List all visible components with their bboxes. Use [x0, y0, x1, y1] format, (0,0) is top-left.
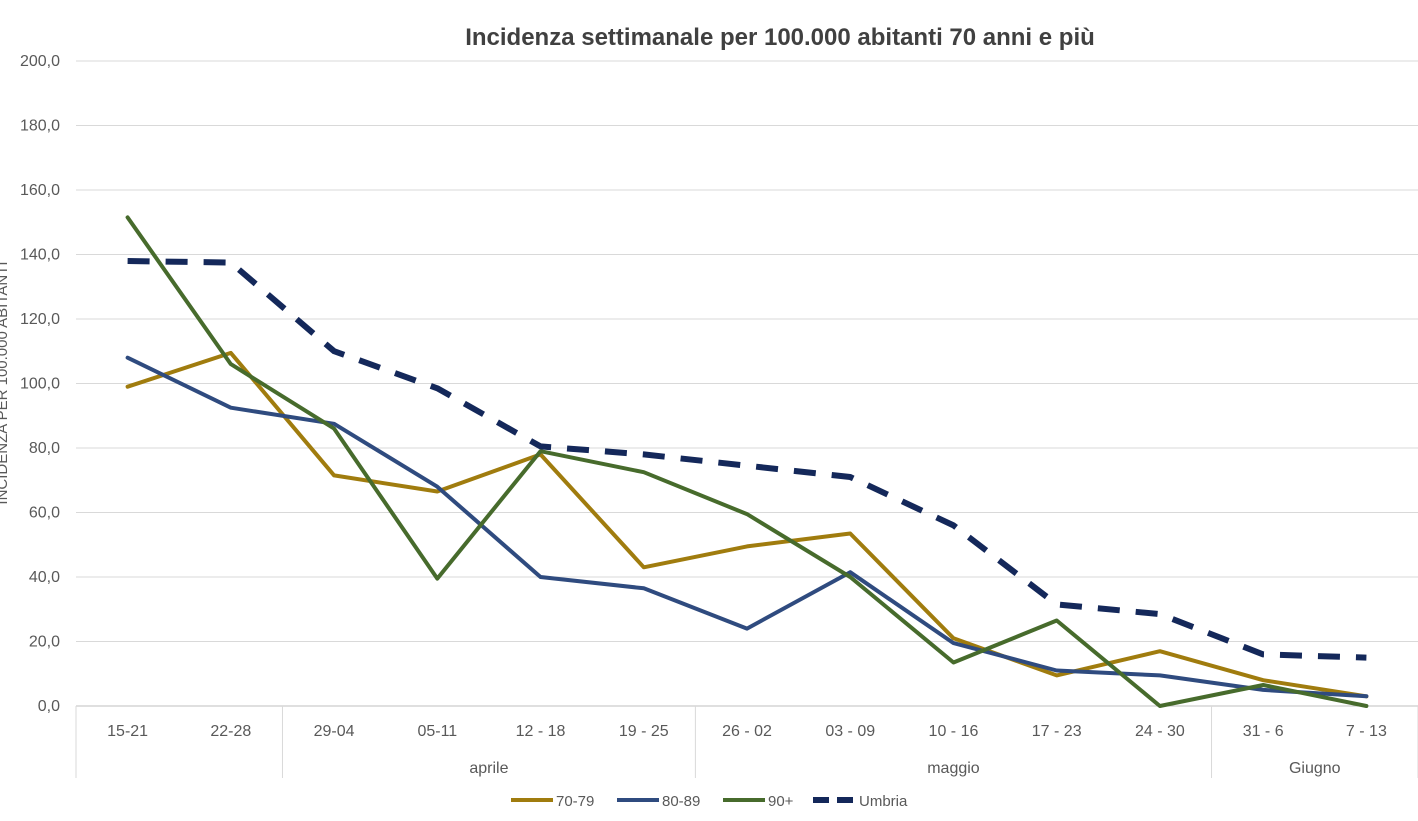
month-label: maggio [927, 760, 980, 777]
x-tick-label: 03 - 09 [825, 723, 875, 740]
y-tick-label: 60,0 [29, 505, 60, 522]
legend-label: 90+ [768, 793, 794, 810]
series-line-umbria [127, 258, 1367, 661]
x-tick-label: 22-28 [210, 723, 251, 740]
y-tick-label: 40,0 [29, 569, 60, 586]
x-tick-label: 26 - 02 [722, 723, 772, 740]
x-tick-label: 05-11 [417, 723, 457, 740]
series-line-70-79 [125, 350, 1369, 699]
legend: 70-79 80-89 90+ Umbria [511, 793, 908, 810]
gridlines [76, 60, 1418, 707]
x-tick-label: 31 - 6 [1243, 723, 1284, 740]
month-label: Giugno [1289, 760, 1341, 777]
month-label: aprile [469, 760, 508, 777]
y-tick-label: 80,0 [29, 440, 60, 457]
x-tick-label: 29-04 [314, 723, 355, 740]
y-tick-label: 120,0 [20, 311, 60, 328]
x-tick-label: 15-21 [107, 723, 148, 740]
x-tick-label: 7 - 13 [1346, 723, 1387, 740]
y-tick-label: 140,0 [20, 247, 60, 264]
y-tick-label: 0,0 [38, 698, 60, 715]
series-line-80-89 [125, 355, 1369, 699]
y-tick-label: 20,0 [29, 634, 60, 651]
x-tick-label: 10 - 16 [929, 723, 979, 740]
legend-label: 80-89 [662, 793, 700, 810]
series-line-90- [125, 215, 1369, 708]
y-tick-label: 180,0 [20, 118, 60, 135]
x-tick-label: 24 - 30 [1135, 723, 1185, 740]
y-axis-label: INCIDENZA PER 100.000 ABITANTI [0, 261, 11, 504]
y-tick-label: 200,0 [20, 53, 60, 70]
y-tick-label: 100,0 [20, 376, 60, 393]
x-tick-label: 19 - 25 [619, 723, 669, 740]
x-tick-label: 12 - 18 [516, 723, 566, 740]
legend-label: Umbria [859, 793, 908, 810]
y-tick-label: 160,0 [20, 182, 60, 199]
series-lines [125, 215, 1369, 708]
chart-title: Incidenza settimanale per 100.000 abitan… [465, 24, 1095, 51]
legend-label: 70-79 [556, 793, 594, 810]
axes: 0,0 20,0 40,0 60,0 80,0 100,0 120,0 140,0 160,0 1… [20, 53, 1418, 778]
x-tick-label: 17 - 23 [1032, 723, 1082, 740]
